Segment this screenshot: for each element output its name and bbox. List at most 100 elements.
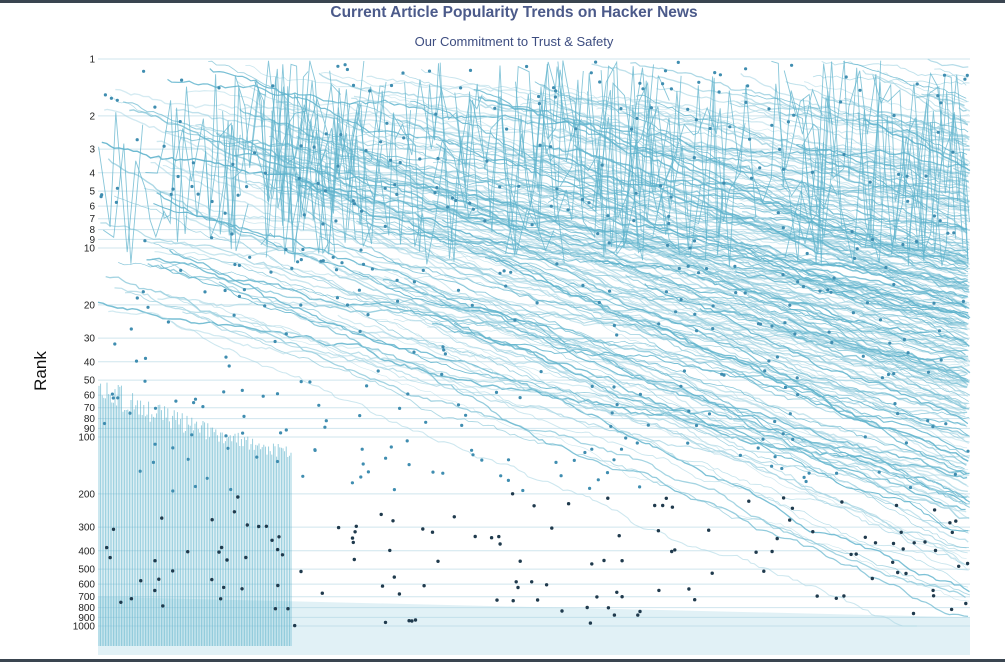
rank-marker-dark: [160, 516, 164, 520]
rank-marker: [502, 269, 506, 273]
trend-line: [302, 177, 966, 418]
rank-marker-dark: [788, 518, 792, 522]
rank-marker: [517, 184, 521, 188]
rank-marker: [299, 144, 303, 148]
rank-marker-dark: [350, 536, 355, 540]
trend-line: [434, 231, 966, 308]
rank-marker-dark: [210, 577, 214, 582]
y-tick-label: 7: [89, 214, 95, 225]
rank-marker-dark: [606, 606, 611, 610]
trend-line: [855, 209, 967, 264]
rank-marker: [115, 186, 119, 190]
rank-marker-dark: [119, 600, 123, 604]
rank-marker: [263, 304, 267, 308]
rank-marker: [350, 481, 354, 485]
rank-marker: [905, 174, 909, 178]
rank-marker: [738, 453, 743, 457]
rank-marker: [722, 181, 726, 185]
rank-marker: [193, 397, 198, 401]
trend-line: [360, 89, 970, 209]
trend-line: [728, 313, 966, 404]
rank-marker: [598, 80, 602, 84]
trend-line: [353, 95, 969, 326]
rank-marker-dark: [286, 607, 290, 611]
top-rank-trace: [784, 63, 854, 258]
rank-marker: [638, 81, 642, 85]
rank-marker: [205, 476, 209, 480]
rank-marker: [743, 291, 747, 295]
trend-line: [883, 271, 967, 305]
rank-marker: [788, 412, 792, 416]
rank-marker: [888, 341, 892, 345]
rank-marker-dark: [657, 588, 661, 593]
rank-marker: [357, 288, 361, 292]
rank-marker: [190, 433, 194, 437]
rank-marker: [728, 125, 732, 129]
rank-marker: [412, 280, 416, 284]
rank-marker: [505, 127, 509, 131]
rank-marker: [116, 396, 120, 400]
trend-line: [169, 249, 970, 593]
rank-marker: [783, 321, 787, 325]
rank-marker-dark: [276, 583, 280, 588]
rank-marker: [587, 201, 591, 205]
rank-marker: [290, 266, 294, 270]
rank-marker-dark: [129, 597, 134, 601]
trend-line: [433, 320, 969, 543]
top-rank-trace: [872, 74, 964, 249]
rank-marker: [284, 332, 288, 336]
trend-line: [393, 318, 968, 397]
trend-line: [625, 274, 968, 374]
top-rank-trace: [223, 75, 267, 250]
rank-marker: [113, 342, 117, 346]
rank-marker: [364, 149, 368, 153]
rank-marker-dark: [157, 577, 161, 581]
rank-marker: [786, 120, 791, 124]
rank-marker-dark: [670, 549, 674, 554]
top-rank-trace: [145, 86, 247, 242]
rank-marker-dark: [923, 540, 927, 544]
rank-marker: [335, 296, 339, 300]
y-tick-label: 6: [89, 202, 95, 213]
rank-marker-dark: [849, 552, 853, 557]
rank-marker-dark: [530, 580, 534, 584]
rank-marker: [635, 116, 639, 120]
rank-marker-dark: [815, 594, 819, 598]
rank-marker: [835, 471, 839, 475]
top-rank-trace: [515, 70, 584, 222]
rank-marker-dark: [270, 538, 274, 542]
trend-line: [153, 203, 968, 505]
rank-marker: [321, 259, 325, 263]
trend-line: [218, 281, 969, 618]
rank-marker: [312, 145, 316, 149]
rank-marker-dark: [710, 571, 714, 575]
rank-marker: [839, 100, 843, 104]
rank-marker: [868, 180, 872, 184]
rank-marker-dark: [891, 541, 896, 546]
y-tick-label: 2: [89, 111, 95, 122]
rank-marker: [638, 392, 643, 396]
rank-marker: [892, 282, 896, 287]
rank-marker: [178, 120, 182, 124]
rank-marker-dark: [638, 609, 642, 614]
trend-line: [545, 97, 969, 254]
rank-marker-dark: [912, 541, 916, 545]
rank-marker: [223, 211, 227, 215]
rank-marker-dark: [535, 598, 540, 602]
rank-marker: [334, 268, 339, 272]
rank-marker: [396, 299, 400, 303]
rank-marker: [340, 261, 344, 265]
rank-marker: [686, 441, 690, 445]
rank-marker: [612, 458, 616, 462]
trend-line: [171, 320, 917, 627]
rank-marker: [141, 290, 145, 294]
rank-marker: [143, 379, 147, 383]
rank-marker: [748, 137, 752, 141]
rank-marker-dark: [894, 503, 899, 508]
rank-marker-dark: [964, 601, 968, 606]
rank-marker: [229, 487, 233, 492]
trend-line: [553, 134, 970, 209]
trend-line: [766, 228, 969, 308]
rank-marker: [687, 409, 691, 413]
rank-marker: [269, 270, 273, 274]
